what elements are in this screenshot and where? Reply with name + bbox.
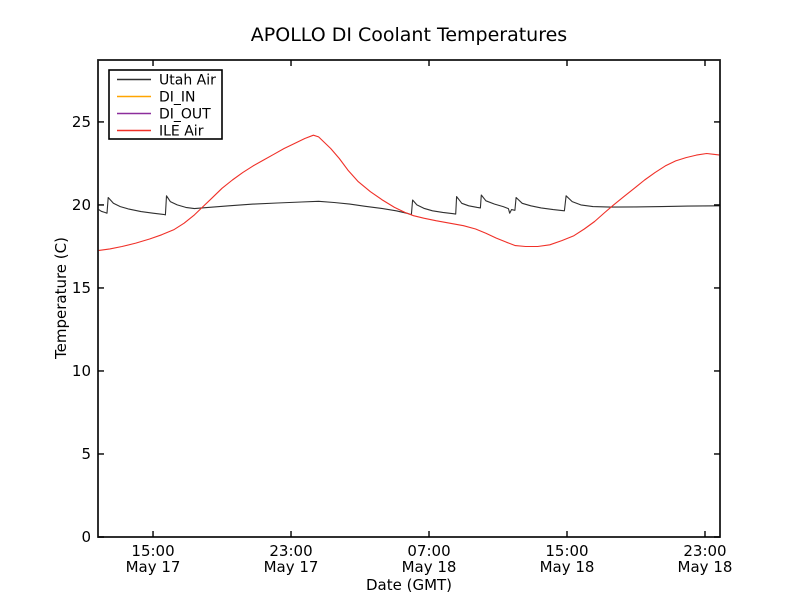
x-tick-label-time: 23:00: [683, 542, 726, 560]
axes-spines: [97, 59, 721, 538]
legend-label: ILE Air: [159, 124, 204, 140]
x-tick-label-time: 07:00: [407, 542, 450, 560]
legend-label: Utah Air: [159, 73, 216, 89]
x-tick-label-time: 15:00: [545, 542, 588, 560]
series-line-ile-air: [97, 134, 721, 252]
x-tick-label-time: 23:00: [269, 542, 312, 560]
y-tick-label: 0: [81, 528, 91, 546]
y-tick-label: 15: [72, 279, 91, 297]
y-axis-label: Temperature (C): [52, 237, 70, 360]
series-line-utah-air: [97, 194, 721, 216]
chart-title: APOLLO DI Coolant Temperatures: [251, 24, 567, 46]
y-tick-label: 20: [72, 196, 91, 214]
y-tick-label: 25: [72, 113, 91, 131]
x-tick-label-date: May 18: [540, 558, 595, 576]
x-tick-label-date: May 18: [678, 558, 733, 576]
y-tick-label: 5: [81, 445, 91, 463]
legend-box: [108, 69, 223, 140]
x-tick-label-date: May 18: [402, 558, 457, 576]
x-tick-label-date: May 17: [126, 558, 181, 576]
x-tick-label-time: 15:00: [131, 542, 174, 560]
legend-label: DI_IN: [159, 90, 196, 106]
plot-frame: [97, 59, 721, 538]
legend-label: DI_OUT: [159, 107, 211, 123]
x-tick-label-date: May 17: [264, 558, 319, 576]
y-tick-label: 10: [72, 362, 91, 380]
x-axis-label: Date (GMT): [366, 576, 452, 594]
